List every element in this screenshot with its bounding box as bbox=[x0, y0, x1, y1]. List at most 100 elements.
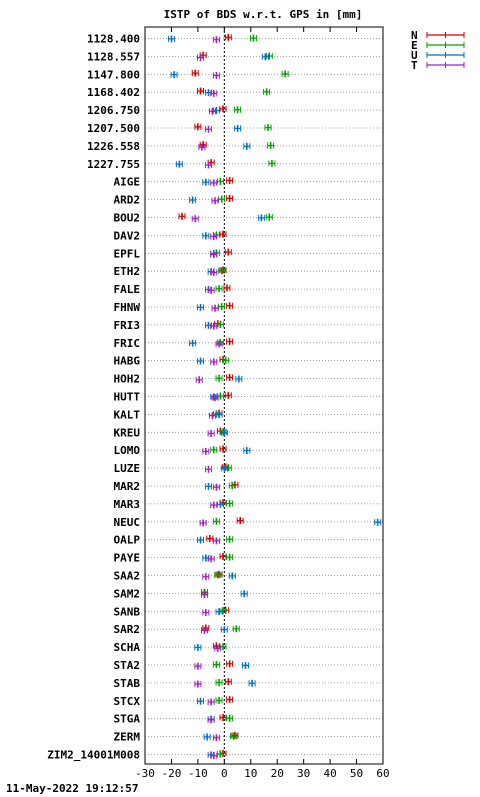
mark-n bbox=[226, 302, 234, 310]
x-axis: -30 -20 -10 0 10 20 30 40 50 60 bbox=[135, 27, 390, 780]
x-tick-label: -20 bbox=[162, 767, 182, 780]
station-label: HUTT bbox=[114, 391, 141, 404]
mark-u bbox=[170, 71, 178, 79]
mark-u bbox=[243, 447, 251, 455]
mark-u bbox=[197, 697, 205, 705]
mark-e bbox=[226, 714, 234, 722]
mark-t bbox=[210, 179, 218, 187]
mark-t bbox=[191, 215, 199, 223]
mark-t bbox=[202, 609, 210, 616]
mark-u bbox=[241, 661, 249, 669]
x-tick-label: -30 bbox=[135, 767, 155, 780]
mark-t bbox=[207, 716, 215, 724]
mark-t bbox=[210, 322, 218, 330]
mark-t bbox=[212, 72, 220, 79]
mark-u bbox=[220, 626, 228, 634]
station-label: 1227.755 bbox=[87, 158, 140, 171]
x-tick-label: 60 bbox=[376, 767, 389, 780]
station-label: BOU2 bbox=[114, 212, 141, 225]
x-tick-label: 30 bbox=[297, 767, 310, 780]
station-label: HOH2 bbox=[114, 373, 141, 386]
station-label: NEUC bbox=[114, 516, 141, 529]
mark-u bbox=[189, 196, 197, 204]
mark-u bbox=[257, 214, 265, 222]
mark-u bbox=[220, 465, 228, 472]
station-label: 1168.402 bbox=[87, 86, 140, 99]
mark-e bbox=[234, 106, 242, 114]
mark-t bbox=[202, 447, 210, 455]
station-label: SAA2 bbox=[114, 570, 141, 583]
mark-n bbox=[194, 123, 202, 131]
mark-n bbox=[219, 105, 227, 113]
mark-u bbox=[202, 232, 210, 240]
station-label: 1226.558 bbox=[87, 140, 140, 153]
station-label: KALT bbox=[114, 408, 141, 421]
station-label: SAR2 bbox=[114, 623, 141, 636]
mark-t bbox=[211, 304, 219, 312]
legend-label-e: E bbox=[411, 39, 418, 52]
station-label: STCX bbox=[114, 695, 141, 708]
station-label: AIGE bbox=[114, 176, 141, 189]
mark-u bbox=[220, 429, 228, 437]
mark-t bbox=[212, 36, 220, 44]
mark-u bbox=[243, 142, 251, 150]
mark-n bbox=[224, 33, 232, 41]
station-label: ARD2 bbox=[114, 194, 141, 207]
x-tick-label: 40 bbox=[323, 767, 336, 780]
mark-e bbox=[249, 34, 257, 42]
mark-n bbox=[191, 69, 199, 77]
mark-u bbox=[234, 124, 242, 132]
mark-e bbox=[216, 177, 224, 185]
mark-e bbox=[215, 374, 223, 382]
mark-t bbox=[197, 54, 205, 62]
station-label: MAR3 bbox=[114, 498, 141, 511]
mark-e bbox=[232, 625, 240, 633]
x-tick-label: 10 bbox=[244, 767, 257, 780]
mark-n bbox=[219, 552, 227, 560]
station-label: HABG bbox=[114, 355, 141, 368]
mark-e bbox=[267, 142, 275, 149]
mark-u bbox=[189, 339, 197, 347]
mark-u bbox=[197, 303, 205, 311]
x-tick-label: -10 bbox=[188, 767, 208, 780]
mark-u bbox=[175, 160, 183, 168]
mark-t bbox=[212, 483, 220, 491]
mark-e bbox=[224, 464, 232, 472]
mark-n bbox=[223, 284, 231, 292]
station-label: ZIM2_14001M008 bbox=[47, 749, 140, 762]
plot-frame bbox=[144, 26, 384, 765]
mark-n bbox=[226, 177, 234, 184]
mark-e bbox=[226, 553, 234, 561]
legend-label-u: U bbox=[411, 49, 418, 62]
mark-e bbox=[228, 482, 236, 490]
chart-title: ISTP of BDS w.r.t. GPS in [mm] bbox=[164, 8, 363, 21]
station-label: FRIC bbox=[114, 337, 141, 350]
mark-u bbox=[204, 482, 212, 490]
station-label: EPFL bbox=[114, 247, 141, 260]
station-label: STA2 bbox=[114, 659, 141, 672]
mark-e bbox=[212, 517, 220, 525]
mark-e bbox=[216, 321, 224, 328]
mark-t bbox=[214, 644, 222, 652]
mark-n bbox=[226, 373, 234, 381]
mark-n bbox=[224, 391, 232, 399]
station-label: OALP bbox=[114, 534, 141, 547]
mark-t bbox=[204, 161, 212, 169]
mark-e bbox=[210, 446, 218, 454]
station-label: SCHA bbox=[114, 641, 141, 654]
mark-e bbox=[218, 303, 226, 311]
mark-e bbox=[264, 124, 272, 132]
mark-e bbox=[218, 267, 226, 275]
mark-t bbox=[204, 465, 212, 473]
mark-t bbox=[195, 376, 203, 384]
x-tick-label: 50 bbox=[350, 767, 363, 780]
mark-t bbox=[210, 501, 218, 509]
mark-n bbox=[206, 535, 214, 542]
x-tick-label: 20 bbox=[271, 767, 284, 780]
station-label: FHNW bbox=[114, 301, 141, 314]
mark-n bbox=[219, 445, 227, 453]
mark-e bbox=[222, 356, 230, 364]
mark-t bbox=[198, 143, 206, 151]
mark-n bbox=[197, 87, 205, 95]
